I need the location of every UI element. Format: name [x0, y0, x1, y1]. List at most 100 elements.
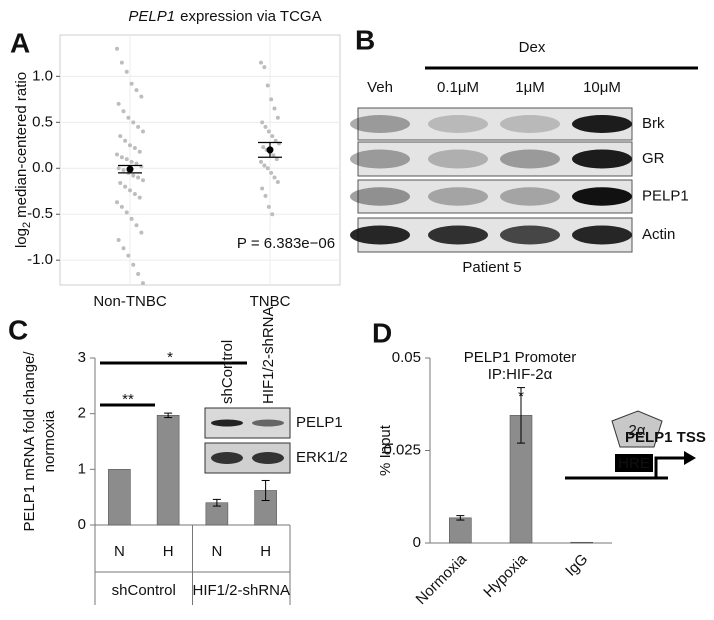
x-tick-label: N — [114, 543, 125, 560]
panel-label: B — [355, 24, 375, 55]
y-axis-label: normoxia — [41, 410, 58, 472]
data-point — [136, 124, 141, 129]
data-point — [124, 210, 129, 215]
y-tick-label: 1.0 — [32, 67, 53, 84]
band — [572, 115, 632, 133]
band — [500, 225, 560, 245]
data-point — [261, 145, 266, 150]
bar — [570, 541, 593, 544]
band — [428, 115, 488, 133]
data-point — [126, 115, 131, 120]
panel-label: C — [8, 314, 28, 345]
data-point — [137, 149, 142, 154]
band — [500, 115, 560, 133]
y-tick-label: 0.5 — [32, 113, 53, 130]
bar — [108, 469, 131, 526]
band — [350, 187, 410, 206]
data-point — [270, 134, 275, 139]
x-tick-label: Normoxia — [413, 550, 471, 608]
data-point — [137, 195, 142, 200]
data-point — [131, 262, 136, 267]
data-point — [272, 175, 277, 180]
data-point — [134, 223, 139, 228]
schematic-element — [615, 454, 653, 472]
data-point — [272, 106, 277, 111]
band — [350, 115, 410, 133]
data-point — [128, 143, 132, 148]
lane-label: 1μM — [515, 79, 544, 96]
schematic-arrow — [654, 456, 688, 478]
data-point — [121, 246, 126, 251]
data-point — [129, 216, 134, 221]
y-tick-label: 0.0 — [32, 159, 53, 176]
data-point — [275, 115, 280, 120]
group-label: HIF1/2-shRNA — [192, 582, 290, 599]
data-point — [136, 271, 141, 276]
x-tick-label: Hypoxia — [480, 550, 531, 601]
significance-mark: * — [518, 388, 524, 405]
chart-title: IP:HIF-2α — [488, 366, 553, 383]
band — [428, 187, 488, 206]
title-gene: PELP1 — [128, 8, 175, 25]
data-point — [271, 153, 276, 158]
y-tick-label: 3 — [78, 349, 86, 366]
data-point — [118, 134, 123, 139]
data-point — [265, 83, 270, 88]
data-point — [134, 161, 139, 166]
data-point — [131, 120, 136, 125]
data-point — [141, 281, 145, 286]
lane-label: HIF1/2-shRNA — [260, 306, 277, 404]
row-label: Actin — [642, 226, 675, 243]
data-point — [129, 81, 134, 86]
bar — [449, 517, 472, 544]
band — [350, 149, 410, 169]
row-label: Brk — [642, 115, 665, 132]
data-point — [119, 60, 124, 65]
title-text: expression via TCGA — [180, 8, 321, 25]
band — [428, 149, 488, 169]
band — [572, 149, 632, 169]
lane-label: 0.1μM — [437, 79, 479, 96]
row-label: ERK1/2 — [296, 449, 348, 466]
band — [350, 225, 410, 245]
data-point — [265, 166, 270, 171]
mean-point — [266, 146, 274, 154]
band — [252, 419, 284, 427]
y-label-sub: 2 — [21, 222, 33, 228]
y-axis-label: % Input — [377, 424, 394, 476]
data-point — [119, 155, 124, 160]
row-label: PELP1 — [296, 414, 343, 431]
data-point — [263, 124, 268, 129]
x-tick-label: IgG — [562, 551, 591, 580]
y-tick-label: 0 — [413, 534, 421, 551]
lane-label: 10μM — [583, 79, 621, 96]
data-point — [262, 65, 267, 70]
data-point — [260, 186, 265, 191]
chart-title: PELP1 expression via TCGA — [128, 8, 321, 25]
y-tick-label: 0.05 — [392, 349, 421, 366]
y-label-part: log — [13, 228, 30, 248]
data-point — [128, 188, 132, 193]
schematic-label: PELP1 TSS — [625, 429, 706, 446]
band — [211, 419, 243, 427]
data-point — [129, 159, 134, 164]
data-point — [269, 170, 274, 175]
data-point — [273, 138, 278, 143]
y-tick-label: 0 — [78, 516, 86, 533]
schematic-label: HRE — [618, 455, 650, 472]
mean-point — [126, 165, 134, 173]
band — [500, 149, 560, 169]
lane-label: shControl — [219, 340, 236, 404]
data-point — [118, 180, 123, 185]
data-point — [141, 178, 145, 183]
data-point — [121, 109, 126, 114]
data-point — [263, 193, 268, 198]
y-tick-label: 1 — [78, 460, 86, 477]
y-tick-label: -1.0 — [27, 251, 53, 268]
schematic-label: 2α — [628, 422, 645, 439]
data-point — [115, 46, 119, 51]
data-point — [259, 60, 263, 65]
x-tick-label: TNBC — [250, 293, 291, 310]
band — [572, 225, 632, 245]
data-point — [262, 163, 267, 168]
